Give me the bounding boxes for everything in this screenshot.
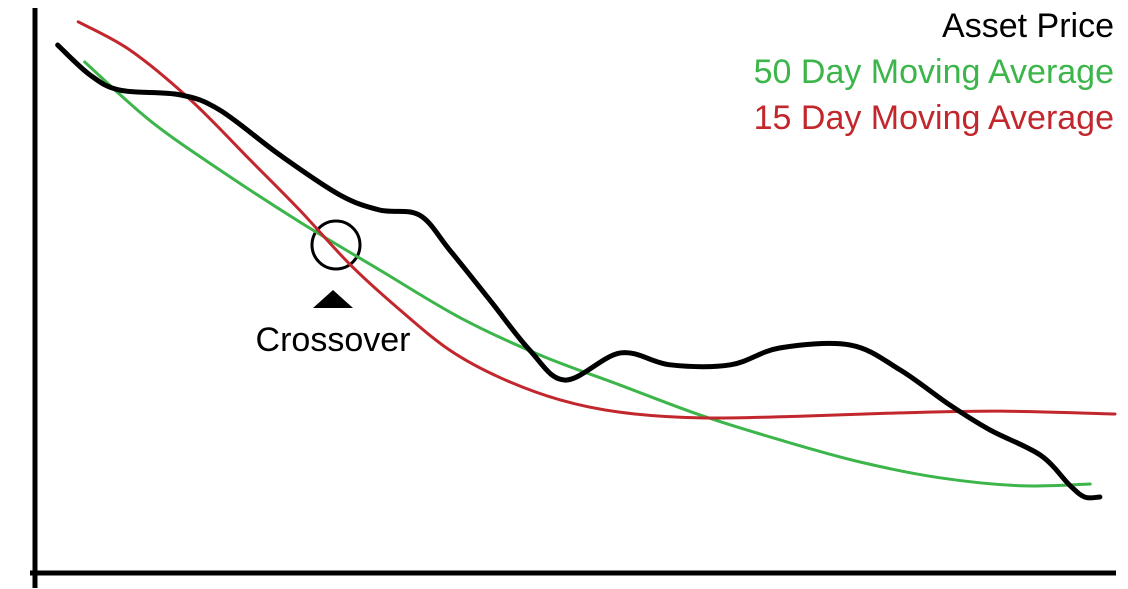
series-line: [83, 60, 1092, 488]
crossover-circle: [310, 219, 362, 271]
annotation: Crossover: [256, 321, 411, 359]
crossover-pointer: [313, 290, 353, 308]
series-line: [76, 20, 1117, 420]
legend-entry: Asset Price: [942, 7, 1114, 45]
legend-entry: 50 Day Moving Average: [754, 53, 1114, 91]
series-line: [55, 42, 1103, 501]
legend-entry: 15 Day Moving Average: [754, 99, 1114, 137]
